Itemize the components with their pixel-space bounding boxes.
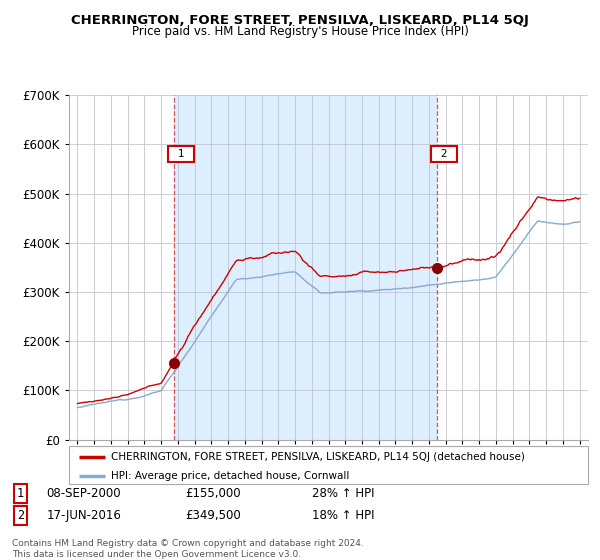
Text: £349,500: £349,500 [185,508,241,522]
Text: 2: 2 [17,508,24,522]
Text: 08-SEP-2000: 08-SEP-2000 [47,487,121,501]
Text: Contains HM Land Registry data © Crown copyright and database right 2024.
This d: Contains HM Land Registry data © Crown c… [12,539,364,559]
Text: 17-JUN-2016: 17-JUN-2016 [47,508,121,522]
Text: 1: 1 [171,150,191,159]
Text: 1: 1 [17,487,24,501]
Text: Price paid vs. HM Land Registry's House Price Index (HPI): Price paid vs. HM Land Registry's House … [131,25,469,38]
Text: HPI: Average price, detached house, Cornwall: HPI: Average price, detached house, Corn… [110,471,349,481]
Bar [173,95,437,440]
Text: 18% ↑ HPI: 18% ↑ HPI [311,508,374,522]
Text: 28% ↑ HPI: 28% ↑ HPI [311,487,374,501]
Text: CHERRINGTON, FORE STREET, PENSILVA, LISKEARD, PL14 5QJ (detached house): CHERRINGTON, FORE STREET, PENSILVA, LISK… [110,452,524,462]
FancyBboxPatch shape [69,446,588,484]
Text: 2: 2 [434,150,454,159]
Text: £155,000: £155,000 [185,487,241,501]
Text: CHERRINGTON, FORE STREET, PENSILVA, LISKEARD, PL14 5QJ: CHERRINGTON, FORE STREET, PENSILVA, LISK… [71,14,529,27]
